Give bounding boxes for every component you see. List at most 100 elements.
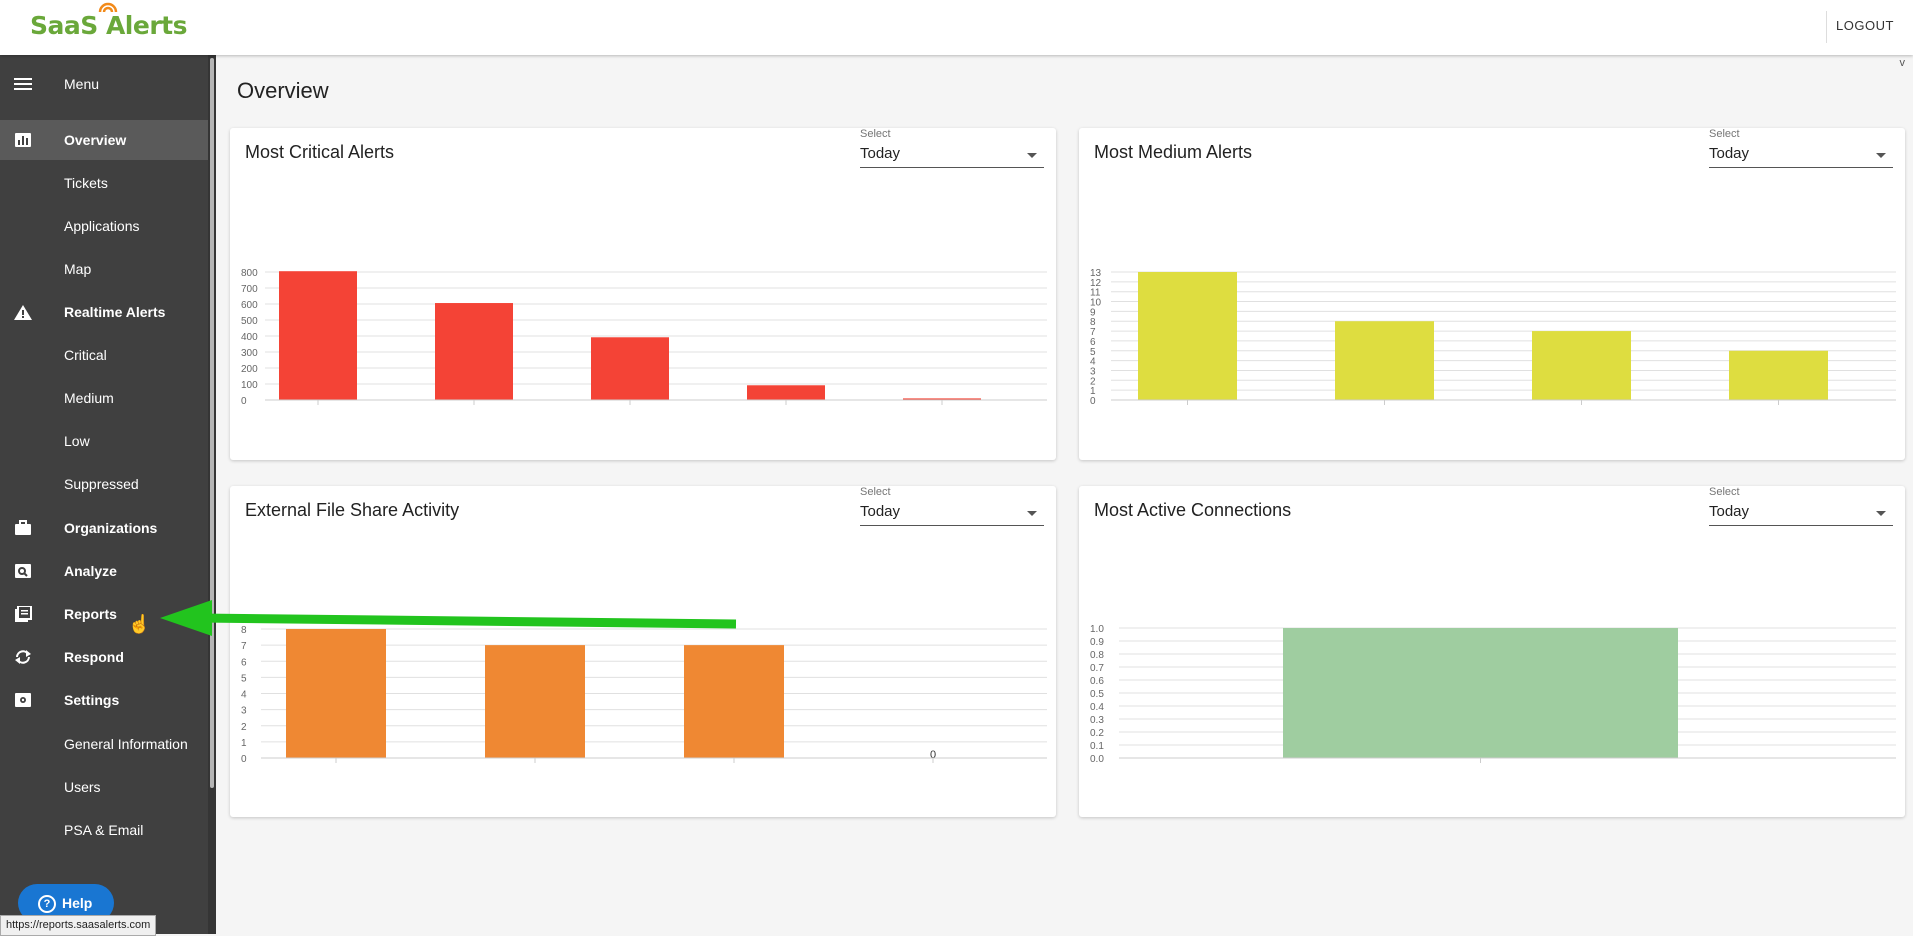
y-tick-label: 0.2 — [1090, 728, 1104, 739]
bar[interactable] — [1532, 331, 1631, 400]
sidebar-item-label: Realtime Alerts — [64, 304, 166, 320]
logout-button[interactable]: LOGOUT — [1836, 18, 1894, 33]
sidebar-item-general-information[interactable]: General Information — [0, 724, 208, 764]
card-most-medium-alerts: Most Medium Alerts Select Today 0 1 2 3 4 5 6 7 8 9 1… — [1079, 128, 1905, 460]
chevron-down-icon[interactable] — [1027, 511, 1037, 516]
chevron-down-icon[interactable] — [1876, 153, 1886, 158]
y-tick-label: 400 — [241, 332, 258, 343]
sidebar-item-label: Users — [64, 779, 101, 795]
y-tick-label: 0.3 — [1090, 715, 1104, 726]
hamburger-icon — [14, 76, 34, 92]
sidebar-item-label: Overview — [64, 132, 127, 148]
card-title: Most Critical Alerts — [245, 142, 395, 162]
bar[interactable] — [1283, 628, 1678, 758]
y-tick-label: 1 — [241, 738, 247, 749]
bar[interactable] — [1335, 321, 1434, 400]
bar[interactable] — [286, 629, 386, 758]
sidebar-item-label: Medium — [64, 390, 114, 406]
y-tick-label: 5 — [241, 673, 247, 684]
chevron-down-icon[interactable] — [1876, 511, 1886, 516]
y-tick-label: 0.5 — [1090, 689, 1104, 700]
y-tick-label: 8 — [1090, 317, 1096, 328]
sidebar-item-analyze[interactable]: Analyze — [0, 551, 208, 591]
y-tick-label: 700 — [241, 284, 258, 295]
sidebar-item-label: PSA & Email — [64, 822, 144, 838]
sidebar-item-applications[interactable]: Applications — [0, 206, 208, 246]
period-select[interactable]: Today — [1709, 503, 1750, 520]
sidebar-item-label: Applications — [64, 218, 140, 234]
period-select[interactable]: Today — [1709, 145, 1750, 162]
y-tick-label: 0.4 — [1090, 702, 1104, 713]
sidebar-item-suppressed[interactable]: Suppressed — [0, 464, 208, 504]
sidebar-item-label: General Information — [64, 736, 188, 752]
y-tick-label: 600 — [241, 300, 258, 311]
help-label: Help — [62, 895, 93, 911]
y-tick-label: 0.9 — [1090, 637, 1104, 648]
card-most-critical-alerts: Most Critical Alerts Select Today 0 100 200 30… — [230, 128, 1056, 460]
y-tick-label: 1.0 — [1090, 624, 1104, 635]
bar[interactable] — [747, 385, 825, 400]
sidebar-item-settings[interactable]: Settings — [0, 680, 208, 720]
sidebar-item-label: Respond — [64, 649, 124, 665]
sidebar-item-label: Low — [64, 433, 90, 449]
y-tick-label: 800 — [241, 268, 258, 279]
page-title: Overview — [237, 78, 329, 103]
period-select[interactable]: Today — [860, 503, 901, 520]
hand-cursor-icon: ☝ — [128, 614, 151, 634]
sidebar-item-tickets[interactable]: Tickets — [0, 163, 208, 203]
sidebar-item-map[interactable]: Map — [0, 249, 208, 289]
app-logo[interactable]: SaaS Alerts — [30, 2, 188, 40]
y-tick-label: 0.0 — [1090, 754, 1104, 765]
y-tick-label: 3 — [241, 706, 247, 717]
bar[interactable] — [485, 645, 585, 758]
sidebar-item-critical[interactable]: Critical — [0, 335, 208, 375]
y-tick-label: 5 — [1090, 347, 1096, 358]
sidebar-item-label: Suppressed — [64, 476, 139, 492]
bar[interactable] — [684, 645, 784, 758]
version-indicator: v — [1899, 57, 1906, 69]
sidebar-item-low[interactable]: Low — [0, 421, 208, 461]
y-tick-label: 3 — [1090, 366, 1096, 377]
signal-icon — [98, 2, 118, 13]
reports-icon — [14, 605, 34, 622]
sidebar-scrollbar-thumb[interactable] — [210, 58, 214, 788]
bar[interactable] — [435, 303, 513, 400]
bar[interactable] — [1729, 350, 1828, 400]
bar[interactable] — [279, 271, 357, 400]
select-label: Select — [1709, 486, 1740, 498]
data-label: 0 — [930, 749, 936, 761]
chevron-down-icon[interactable] — [1027, 153, 1037, 158]
sidebar-item-label: Reports — [64, 606, 117, 622]
y-tick-label: 0 — [241, 396, 247, 407]
sidebar-item-label: Map — [64, 261, 92, 277]
bar[interactable] — [903, 398, 981, 401]
sidebar-item-organizations[interactable]: Organizations — [0, 508, 208, 548]
bar[interactable] — [591, 337, 669, 400]
sidebar-item-realtime-alerts[interactable]: Realtime Alerts — [0, 292, 208, 332]
sidebar-item-respond[interactable]: Respond — [0, 637, 208, 677]
sidebar-item-reports[interactable]: Reports — [0, 594, 208, 634]
y-tick-label: 100 — [241, 380, 258, 391]
y-tick-label: 0 — [241, 754, 247, 765]
y-tick-label: 11 — [1090, 288, 1101, 299]
annotation-arrow — [160, 600, 737, 636]
y-tick-label: 4 — [241, 690, 247, 701]
sidebar-item-overview[interactable]: Overview — [0, 120, 208, 160]
y-tick-label: 12 — [1090, 278, 1102, 289]
top-bar: SaaS Alerts LOGOUT — [0, 0, 1913, 55]
sidebar-item-medium[interactable]: Medium — [0, 378, 208, 418]
select-label: Select — [860, 486, 891, 498]
bar[interactable] — [1138, 272, 1237, 400]
y-tick-label: 300 — [241, 348, 258, 359]
bar-chart: 0.0 0.1 0.2 0.3 0.4 0.5 0.6 0.7 0.8 0.9 1.0 — [1090, 624, 1896, 765]
menu-toggle[interactable]: Menu — [0, 64, 208, 104]
y-tick-label: 0.1 — [1090, 741, 1104, 752]
select-label: Select — [860, 128, 891, 140]
y-tick-label: 13 — [1090, 268, 1102, 279]
status-bar-url: https://reports.saasalerts.com — [0, 915, 157, 936]
sidebar-item-label: Tickets — [64, 175, 108, 191]
sidebar-item-label: Organizations — [64, 520, 158, 536]
sidebar-item-psa-email[interactable]: PSA & Email — [0, 810, 208, 850]
sidebar-item-users[interactable]: Users — [0, 767, 208, 807]
period-select[interactable]: Today — [860, 145, 901, 162]
